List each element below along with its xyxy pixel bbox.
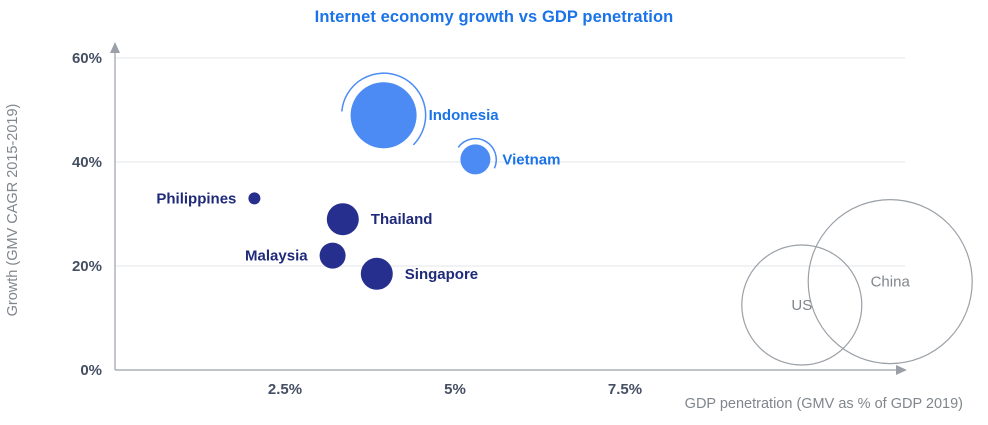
x-axis-title: GDP penetration (GMV as % of GDP 2019) <box>685 396 963 412</box>
y-axis-arrow-icon <box>110 42 120 53</box>
label-us: US <box>791 297 812 314</box>
label-thailand: Thailand <box>371 211 433 228</box>
label-singapore: Singapore <box>405 266 478 283</box>
label-indonesia: Indonesia <box>429 107 500 124</box>
chart-title: Internet economy growth vs GDP penetrati… <box>314 8 674 26</box>
label-china: China <box>871 274 911 291</box>
label-vietnam: Vietnam <box>502 151 560 168</box>
label-malaysia: Malaysia <box>245 248 308 265</box>
y-tick-label-20: 20% <box>72 258 102 275</box>
y-tick-label-0: 0% <box>80 362 102 379</box>
bubble-singapore <box>360 257 393 290</box>
y-tick-label-60: 60% <box>72 50 102 67</box>
x-axis-arrow-icon <box>896 365 907 375</box>
y-tick-label-40: 40% <box>72 154 102 171</box>
bubble-indonesia <box>350 82 417 149</box>
y-axis-title: Growth (GMV CAGR 2015-2019) <box>5 104 21 317</box>
label-philippines: Philippines <box>156 190 236 207</box>
ring-indonesia <box>341 72 427 146</box>
bubble-thailand <box>326 203 359 236</box>
x-tick-label-7.5: 7.5% <box>608 381 642 398</box>
bubble-vietnam <box>460 144 491 175</box>
ring-vietnam <box>457 137 497 169</box>
x-tick-label-2.5: 2.5% <box>268 381 302 398</box>
bubble-us <box>741 244 863 366</box>
bubble-malaysia <box>319 242 346 269</box>
bubble-philippines <box>248 192 261 205</box>
bubble-china <box>807 199 973 365</box>
x-tick-label-5: 5% <box>444 381 466 398</box>
